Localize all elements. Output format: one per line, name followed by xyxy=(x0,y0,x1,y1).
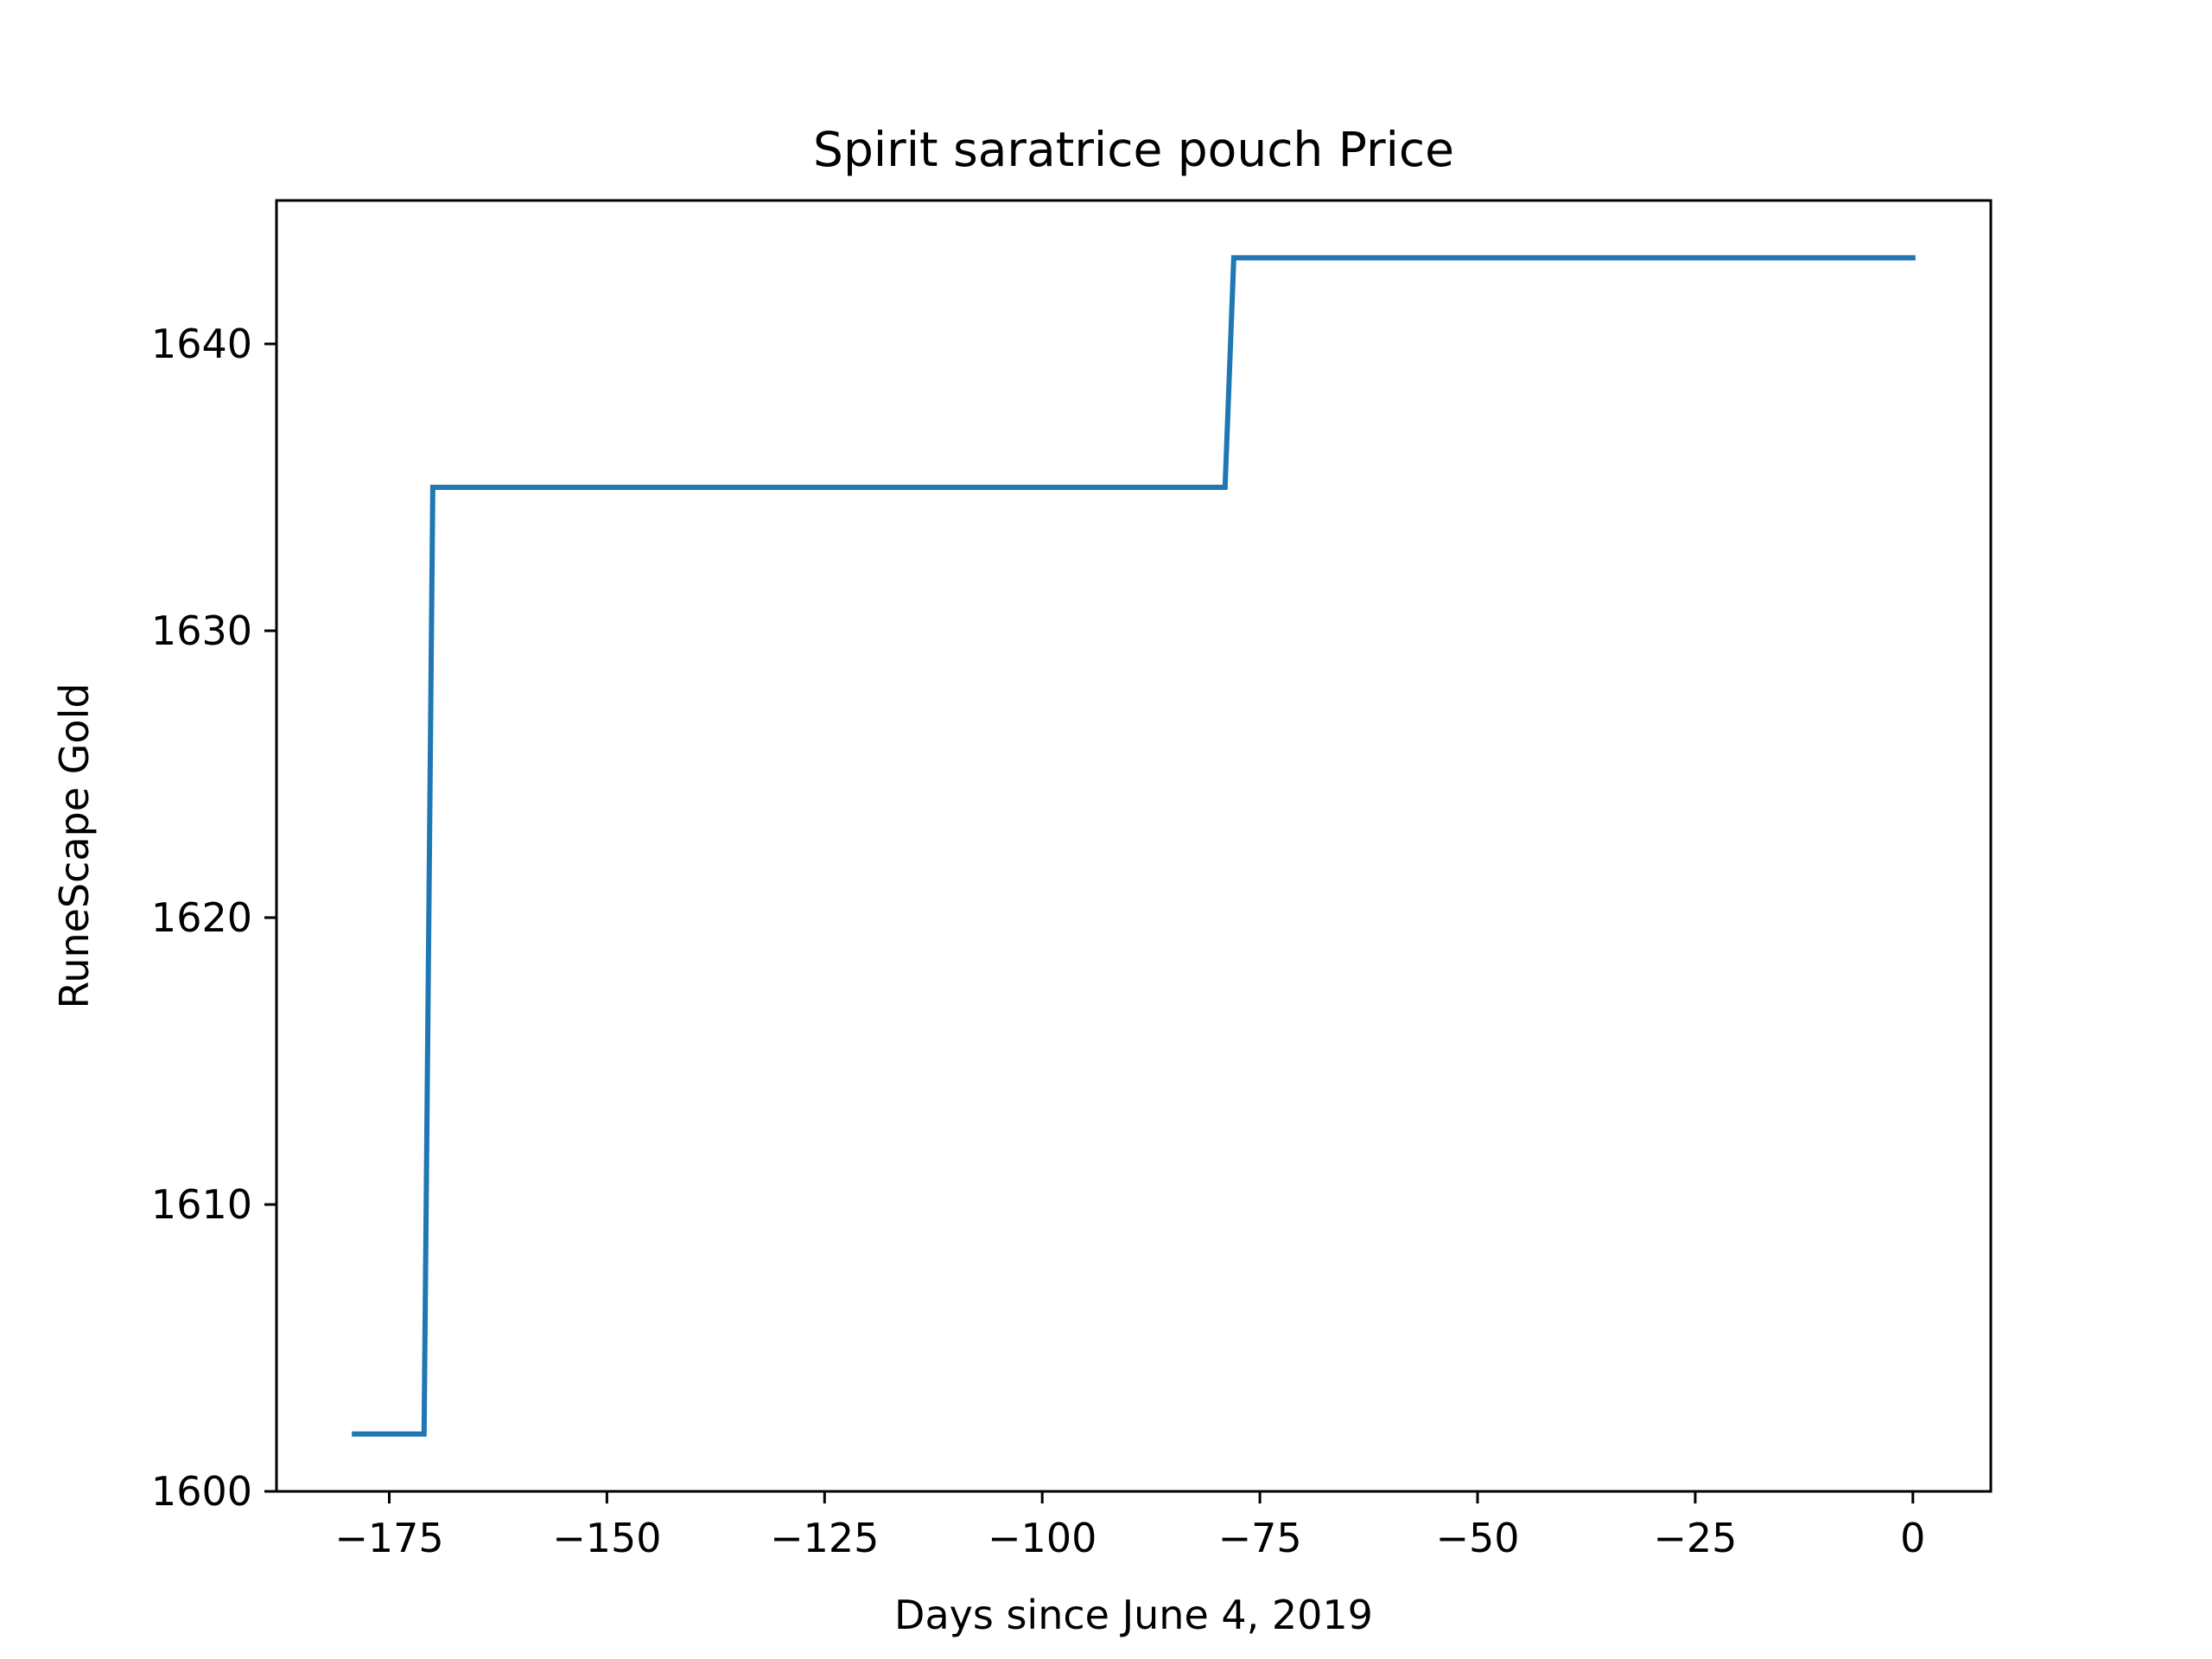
x-tick-label: −100 xyxy=(988,1515,1096,1561)
x-tick-label: −75 xyxy=(1218,1515,1302,1561)
y-tick-label: 1620 xyxy=(151,894,252,941)
x-tick-label: −125 xyxy=(770,1515,879,1561)
x-axis-title: Days since June 4, 2019 xyxy=(894,1592,1373,1638)
x-axis-ticks: −175 −150 −125 −100 −75 −50 −25 0 xyxy=(334,1491,1925,1561)
y-tick-label: 1640 xyxy=(151,321,252,367)
x-tick-label: 0 xyxy=(1900,1515,1925,1561)
chart-title: Spirit saratrice pouch Price xyxy=(813,122,1454,177)
series-layer xyxy=(352,255,1916,1437)
y-axis-ticks: 1600 1610 1620 1630 1640 xyxy=(151,321,276,1515)
series-line-0 xyxy=(352,255,1916,1437)
plot-area-background xyxy=(276,200,1991,1491)
x-tick-label: −150 xyxy=(552,1515,661,1561)
y-tick-label: 1630 xyxy=(151,607,252,654)
x-tick-label: −50 xyxy=(1435,1515,1519,1561)
plot-area-frame xyxy=(275,199,1993,1493)
y-axis-title: RuneScape Gold xyxy=(51,683,98,1008)
x-tick-label: −175 xyxy=(334,1515,443,1561)
y-tick-label: 1610 xyxy=(151,1181,252,1228)
y-tick-label: 1600 xyxy=(151,1468,252,1515)
x-tick-label: −25 xyxy=(1653,1515,1737,1561)
